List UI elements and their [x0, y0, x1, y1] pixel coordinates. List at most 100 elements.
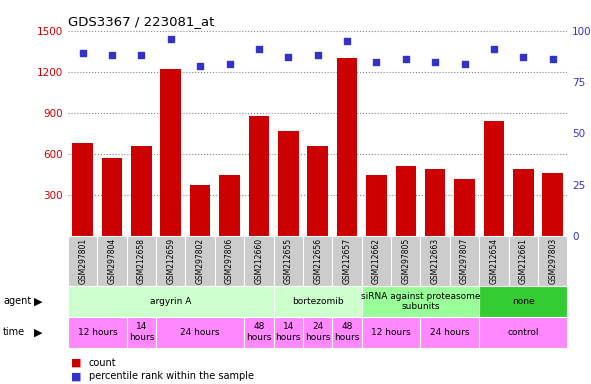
- Bar: [366, 174, 387, 236]
- Text: 24
hours: 24 hours: [305, 323, 330, 342]
- Text: GSM297804: GSM297804: [108, 238, 116, 284]
- Point: [284, 55, 293, 61]
- Bar: [102, 158, 122, 236]
- Bar: [303, 317, 332, 348]
- Bar: [420, 317, 479, 348]
- Bar: [479, 286, 567, 317]
- Bar: [450, 236, 479, 286]
- Bar: [332, 317, 362, 348]
- Bar: [274, 286, 362, 317]
- Point: [430, 58, 440, 65]
- Text: GSM297806: GSM297806: [225, 238, 234, 284]
- Text: GSM212662: GSM212662: [372, 238, 381, 284]
- Point: [489, 46, 499, 52]
- Bar: [190, 185, 210, 236]
- Point: [548, 56, 557, 63]
- Text: time: time: [3, 327, 25, 337]
- Text: percentile rank within the sample: percentile rank within the sample: [89, 371, 254, 381]
- Bar: [68, 236, 98, 286]
- Bar: [278, 131, 298, 236]
- Bar: [274, 236, 303, 286]
- Bar: [68, 286, 274, 317]
- Bar: [391, 236, 420, 286]
- Text: GSM212661: GSM212661: [519, 238, 528, 284]
- Text: 12 hours: 12 hours: [371, 328, 411, 337]
- Text: 48
hours: 48 hours: [246, 323, 272, 342]
- Point: [254, 46, 264, 52]
- Text: siRNA against proteasome
subunits: siRNA against proteasome subunits: [361, 292, 480, 311]
- Bar: [362, 286, 479, 317]
- Text: GSM212654: GSM212654: [489, 238, 498, 284]
- Text: GDS3367 / 223081_at: GDS3367 / 223081_at: [68, 15, 215, 28]
- Text: GSM212657: GSM212657: [343, 238, 352, 284]
- Point: [196, 63, 205, 69]
- Bar: [126, 236, 156, 286]
- Text: count: count: [89, 358, 116, 368]
- Text: GSM297801: GSM297801: [78, 238, 87, 284]
- Text: GSM212663: GSM212663: [431, 238, 440, 284]
- Point: [137, 52, 146, 58]
- Text: 24 hours: 24 hours: [430, 328, 470, 337]
- Bar: [425, 169, 446, 236]
- Text: ▶: ▶: [34, 296, 43, 306]
- Text: ▶: ▶: [34, 327, 43, 337]
- Bar: [337, 58, 358, 236]
- Bar: [156, 236, 186, 286]
- Text: 14
hours: 14 hours: [129, 323, 154, 342]
- Bar: [483, 121, 504, 236]
- Text: ■: ■: [71, 358, 82, 368]
- Bar: [219, 174, 240, 236]
- Bar: [454, 179, 475, 236]
- Bar: [395, 166, 416, 236]
- Text: GSM212659: GSM212659: [166, 238, 176, 284]
- Bar: [131, 146, 152, 236]
- Bar: [215, 236, 244, 286]
- Bar: [543, 173, 563, 236]
- Point: [518, 55, 528, 61]
- Text: GSM297803: GSM297803: [548, 238, 557, 284]
- Point: [166, 36, 176, 42]
- Point: [401, 56, 411, 63]
- Text: bortezomib: bortezomib: [292, 297, 343, 306]
- Bar: [307, 146, 328, 236]
- Bar: [126, 317, 156, 348]
- Text: GSM297807: GSM297807: [460, 238, 469, 284]
- Bar: [244, 317, 274, 348]
- Bar: [538, 236, 567, 286]
- Bar: [362, 317, 420, 348]
- Point: [460, 61, 469, 67]
- Bar: [420, 236, 450, 286]
- Text: GSM297805: GSM297805: [401, 238, 410, 284]
- Text: none: none: [512, 297, 535, 306]
- Bar: [98, 236, 126, 286]
- Point: [108, 52, 117, 58]
- Text: ■: ■: [71, 371, 82, 381]
- Text: argyrin A: argyrin A: [150, 297, 191, 306]
- Bar: [513, 169, 534, 236]
- Bar: [161, 69, 181, 236]
- Point: [78, 50, 87, 56]
- Text: 14
hours: 14 hours: [275, 323, 301, 342]
- Text: 12 hours: 12 hours: [77, 328, 117, 337]
- Bar: [479, 236, 509, 286]
- Text: GSM212660: GSM212660: [254, 238, 264, 284]
- Bar: [249, 116, 269, 236]
- Text: 48
hours: 48 hours: [335, 323, 360, 342]
- Point: [225, 61, 234, 67]
- Bar: [303, 236, 332, 286]
- Text: agent: agent: [3, 296, 31, 306]
- Bar: [72, 143, 93, 236]
- Text: GSM212655: GSM212655: [284, 238, 293, 284]
- Bar: [68, 317, 126, 348]
- Bar: [509, 236, 538, 286]
- Bar: [156, 317, 244, 348]
- Text: 24 hours: 24 hours: [180, 328, 220, 337]
- Point: [372, 58, 381, 65]
- Bar: [332, 236, 362, 286]
- Point: [342, 38, 352, 44]
- Bar: [274, 317, 303, 348]
- Text: GSM297802: GSM297802: [196, 238, 204, 284]
- Bar: [479, 317, 567, 348]
- Point: [313, 52, 323, 58]
- Bar: [362, 236, 391, 286]
